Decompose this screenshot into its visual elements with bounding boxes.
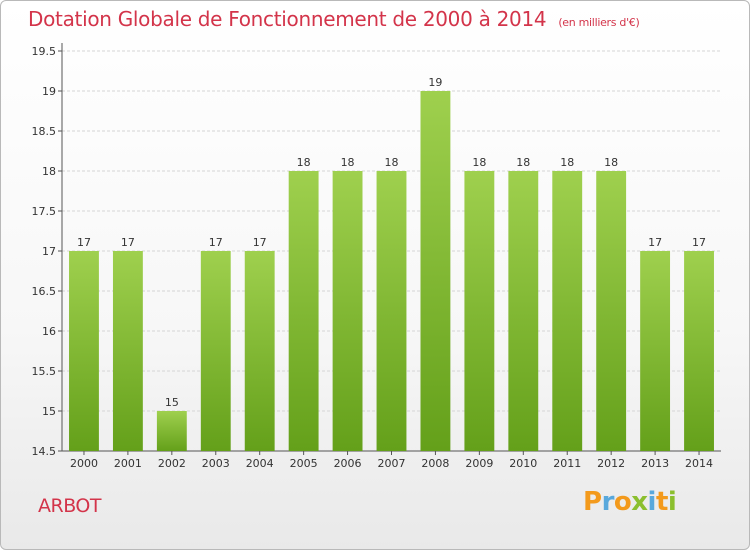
axes: 14.5 15 15.5 16 16.5 17 17.5 18 18.5 19 19.5	[32, 43, 721, 458]
data-label: 18	[297, 156, 311, 169]
bar	[508, 171, 539, 451]
data-label: 18	[472, 156, 486, 169]
logo-letter: i	[647, 487, 657, 517]
bars	[69, 91, 714, 451]
bar	[288, 171, 319, 451]
data-label: 17	[209, 236, 223, 249]
logo-letter: o	[613, 487, 632, 517]
bar	[640, 251, 671, 451]
y-tick-label: 14.5	[32, 445, 57, 458]
bar	[420, 91, 451, 451]
y-tick-label: 15	[42, 405, 56, 418]
x-tick-label: 2007	[378, 457, 406, 470]
x-tick-label: 2002	[158, 457, 186, 470]
y-tick-label: 19.5	[32, 45, 57, 58]
logo-letter: t	[655, 487, 668, 517]
proxiti-logo: Proxiti	[583, 487, 677, 517]
x-tick-label: 2010	[509, 457, 537, 470]
x-tick-label: 2012	[597, 457, 625, 470]
data-label: 17	[121, 236, 135, 249]
bar	[112, 251, 143, 451]
logo-letter: x	[631, 487, 648, 517]
bar	[464, 171, 495, 451]
bar	[244, 251, 275, 451]
x-tick-label: 2004	[246, 457, 274, 470]
data-label: 18	[604, 156, 618, 169]
y-tick-label: 15.5	[32, 365, 57, 378]
bar	[376, 171, 407, 451]
y-tick-label: 17.5	[32, 205, 57, 218]
logo-letter: i	[667, 487, 677, 517]
bar	[200, 251, 231, 451]
data-label: 18	[560, 156, 574, 169]
x-tick-label: 2005	[290, 457, 318, 470]
y-tick-label: 16.5	[32, 285, 57, 298]
logo-letter: r	[601, 487, 615, 517]
data-label: 18	[385, 156, 399, 169]
commune-name: ARBOT	[38, 495, 101, 517]
data-label: 18	[341, 156, 355, 169]
bar	[684, 251, 714, 451]
x-tick-label: 2014	[685, 457, 713, 470]
x-tick-label: 2009	[465, 457, 493, 470]
data-label: 17	[77, 236, 91, 249]
labels: 17 2000 17 2001 15 2002 17 2003 17 2004 18 2005 18 20…	[70, 76, 713, 470]
logo-letter: P	[583, 487, 602, 517]
x-tick-label: 2013	[641, 457, 669, 470]
bar	[156, 411, 187, 451]
data-label: 17	[253, 236, 267, 249]
data-label: 17	[692, 236, 706, 249]
x-tick-label: 2008	[421, 457, 449, 470]
bar	[69, 251, 99, 451]
y-tick-label: 18	[42, 165, 56, 178]
bar	[552, 171, 583, 451]
y-tick-label: 18.5	[32, 125, 57, 138]
x-tick-label: 2000	[70, 457, 98, 470]
data-label: 19	[428, 76, 442, 89]
bar	[596, 171, 627, 451]
data-label: 15	[165, 396, 179, 409]
data-label: 18	[516, 156, 530, 169]
x-tick-label: 2006	[334, 457, 362, 470]
x-tick-label: 2001	[114, 457, 142, 470]
x-tick-label: 2003	[202, 457, 230, 470]
title-text: Dotation Globale de Fonctionnement de 20…	[28, 7, 547, 31]
x-tick-label: 2011	[553, 457, 581, 470]
y-tick-label: 19	[42, 85, 56, 98]
chart-subtitle: (en milliers d'€)	[558, 16, 640, 29]
chart-title: Dotation Globale de Fonctionnement de 20…	[28, 7, 640, 31]
data-label: 17	[648, 236, 662, 249]
y-tick-label: 17	[42, 245, 56, 258]
y-tick-label: 16	[42, 325, 56, 338]
bar	[332, 171, 363, 451]
